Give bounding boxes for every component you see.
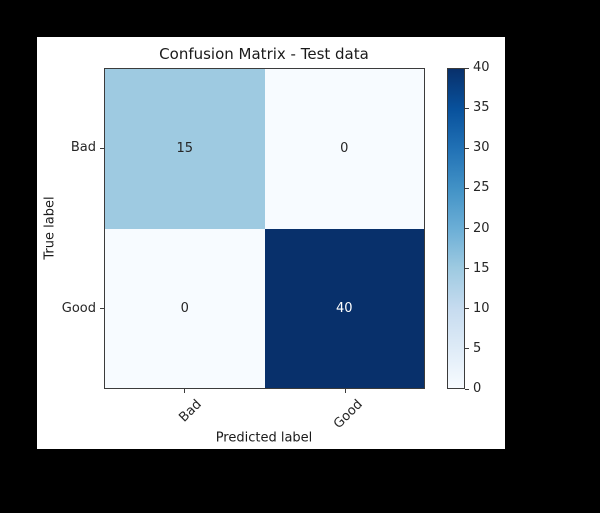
colorbar-tick-label: 0 (473, 381, 482, 396)
colorbar-tick-label: 35 (473, 100, 490, 116)
x-tick-label-bad: Bad (176, 397, 205, 426)
colorbar-tick-label: 15 (473, 260, 490, 276)
matrix-cell-true-good-pred-bad: 0 (105, 228, 265, 388)
y-axis-label: True label (42, 196, 58, 260)
colorbar-tick-label: 25 (473, 180, 490, 196)
colorbar-tick-label: 40 (473, 60, 490, 75)
colorbar-tick-mark (465, 187, 469, 189)
y-tick-label-good: Good (61, 301, 96, 316)
y-tick-mark-good (100, 308, 104, 309)
colorbar-tick-label: 5 (473, 340, 482, 356)
y-tick-label-bad: Bad (70, 140, 96, 155)
x-tick-label-good: Good (330, 397, 366, 432)
matrix-cell-true-good-pred-good: 40 (264, 228, 424, 388)
colorbar-tick-label: 10 (473, 300, 490, 316)
cell-value: 40 (335, 300, 353, 316)
cell-value: 15 (176, 141, 194, 157)
y-tick-mark-bad (100, 148, 104, 149)
figure-background: Confusion Matrix - Test data 15 0 0 40 B… (37, 37, 505, 449)
colorbar-tick-mark (465, 308, 469, 310)
x-tick-mark-good (345, 389, 346, 393)
chart-title: Confusion Matrix - Test data (159, 45, 369, 63)
heatmap-axes: 15 0 0 40 (104, 68, 425, 389)
colorbar-tick-mark (465, 67, 469, 69)
colorbar-tick-mark (465, 147, 469, 149)
colorbar-tick-label: 20 (473, 220, 490, 236)
colorbar-tick-mark (465, 228, 469, 229)
colorbar-tick-label: 30 (473, 140, 490, 156)
x-axis-label: Predicted label (215, 430, 313, 446)
colorbar-tick-mark (465, 388, 469, 390)
matrix-cell-true-bad-pred-bad: 15 (105, 69, 265, 229)
x-tick-mark-bad (184, 389, 185, 393)
matrix-cell-true-bad-pred-good: 0 (264, 69, 424, 229)
colorbar-gradient (447, 68, 465, 389)
cell-value: 0 (180, 300, 189, 316)
colorbar-tick-mark (465, 107, 469, 109)
colorbar-tick-mark (465, 348, 469, 350)
cell-value: 0 (340, 141, 349, 157)
colorbar-tick-mark (465, 268, 469, 270)
